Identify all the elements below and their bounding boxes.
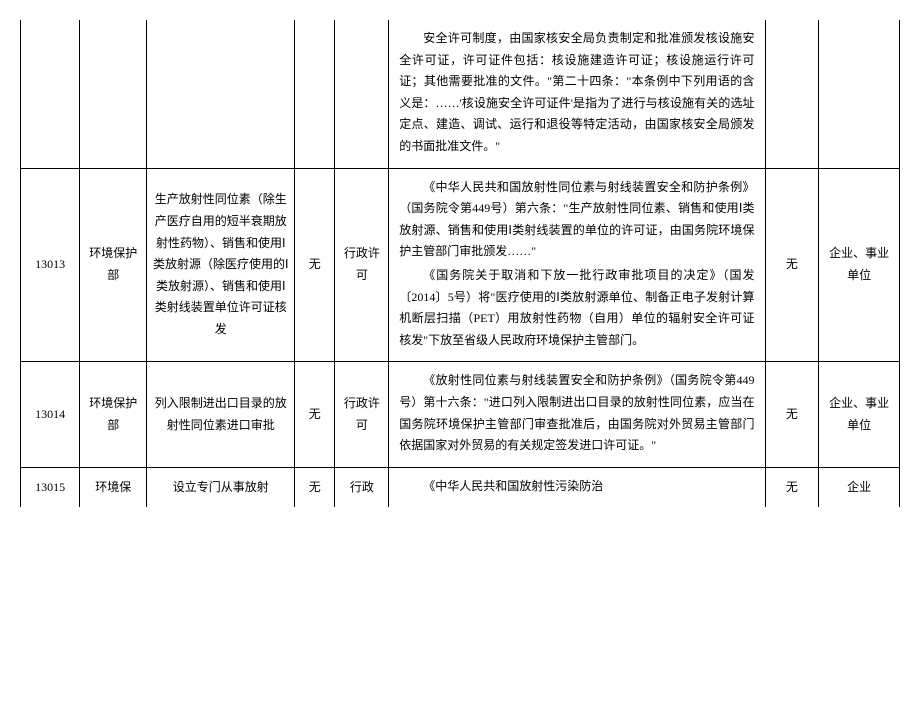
cell-target — [819, 20, 900, 168]
cell-id: 13014 — [21, 362, 80, 467]
cell-dept — [80, 20, 147, 168]
cell-sub: 无 — [295, 362, 335, 467]
table-row: 安全许可制度，由国家核安全局负责制定和批准颁发核设施安全许可证，许可证件包括：核… — [21, 20, 900, 168]
cell-target: 企业 — [819, 467, 900, 507]
cell-target: 企业、事业单位 — [819, 362, 900, 467]
cell-sub — [295, 20, 335, 168]
cell-basis: 《中华人民共和国放射性污染防治 — [389, 467, 765, 507]
cell-id: 13015 — [21, 467, 80, 507]
cell-type: 行政许可 — [335, 362, 389, 467]
cell-sub: 无 — [295, 467, 335, 507]
cell-other — [765, 20, 819, 168]
cell-dept: 环境保护部 — [80, 362, 147, 467]
cell-item — [147, 20, 295, 168]
cell-target: 企业、事业单位 — [819, 168, 900, 362]
cell-type: 行政 — [335, 467, 389, 507]
table-row: 13014环境保护部列入限制进出口目录的放射性同位素进口审批无行政许可《放射性同… — [21, 362, 900, 467]
cell-item: 列入限制进出口目录的放射性同位素进口审批 — [147, 362, 295, 467]
basis-paragraph: 《中华人民共和国放射性同位素与射线装置安全和防护条例》（国务院令第449号）第六… — [399, 177, 754, 263]
cell-other: 无 — [765, 362, 819, 467]
cell-basis: 《中华人民共和国放射性同位素与射线装置安全和防护条例》（国务院令第449号）第六… — [389, 168, 765, 362]
cell-id — [21, 20, 80, 168]
cell-basis: 安全许可制度，由国家核安全局负责制定和批准颁发核设施安全许可证，许可证件包括：核… — [389, 20, 765, 168]
basis-paragraph: 安全许可制度，由国家核安全局负责制定和批准颁发核设施安全许可证，许可证件包括：核… — [399, 28, 754, 158]
cell-item: 设立专门从事放射 — [147, 467, 295, 507]
basis-paragraph: 《放射性同位素与射线装置安全和防护条例》（国务院令第449号）第十六条："进口列… — [399, 370, 754, 456]
cell-other: 无 — [765, 168, 819, 362]
cell-basis: 《放射性同位素与射线装置安全和防护条例》（国务院令第449号）第十六条："进口列… — [389, 362, 765, 467]
cell-type — [335, 20, 389, 168]
regulation-table: 安全许可制度，由国家核安全局负责制定和批准颁发核设施安全许可证，许可证件包括：核… — [20, 20, 900, 507]
table-row: 13015环境保设立专门从事放射无行政《中华人民共和国放射性污染防治无企业 — [21, 467, 900, 507]
table-row: 13013环境保护部生产放射性同位素（除生产医疗自用的短半衰期放射性药物）、销售… — [21, 168, 900, 362]
cell-sub: 无 — [295, 168, 335, 362]
basis-paragraph: 《中华人民共和国放射性污染防治 — [399, 476, 754, 498]
cell-dept: 环境保 — [80, 467, 147, 507]
cell-id: 13013 — [21, 168, 80, 362]
cell-dept: 环境保护部 — [80, 168, 147, 362]
basis-paragraph: 《国务院关于取消和下放一批行政审批项目的决定》（国发〔2014〕5号）将"医疗使… — [399, 265, 754, 351]
cell-other: 无 — [765, 467, 819, 507]
cell-type: 行政许可 — [335, 168, 389, 362]
cell-item: 生产放射性同位素（除生产医疗自用的短半衰期放射性药物）、销售和使用Ⅰ类放射源（除… — [147, 168, 295, 362]
